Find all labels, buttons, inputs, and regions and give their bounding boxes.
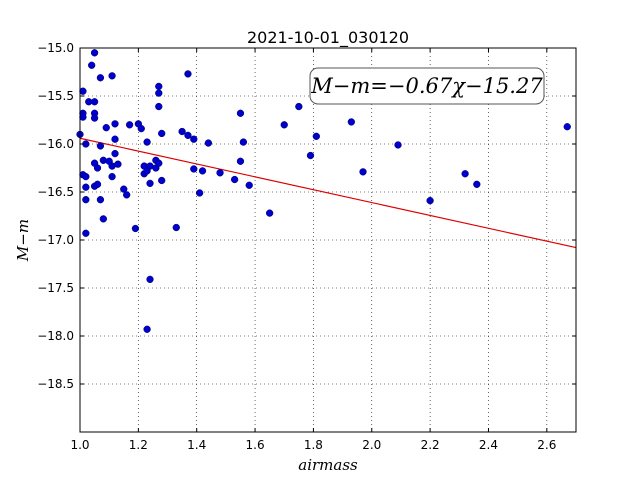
x-tick-label: 1.0 xyxy=(70,438,89,452)
data-point xyxy=(184,70,192,78)
data-point xyxy=(108,72,116,80)
data-point xyxy=(359,168,367,176)
data-point xyxy=(239,138,248,146)
data-point xyxy=(473,180,481,188)
y-tick-label: −18.0 xyxy=(37,329,74,343)
x-tick-label: 1.2 xyxy=(129,438,148,452)
data-point xyxy=(178,127,186,136)
x-tick-label: 2.0 xyxy=(362,438,381,452)
data-point xyxy=(230,175,239,184)
data-points xyxy=(76,49,571,333)
data-point xyxy=(96,142,105,150)
data-point xyxy=(280,121,288,129)
data-point xyxy=(172,223,180,232)
data-point xyxy=(93,164,102,172)
y-tick-label: −17.0 xyxy=(37,233,74,247)
data-point xyxy=(143,325,151,333)
data-point xyxy=(108,172,116,181)
x-axis-label: airmass xyxy=(298,456,358,474)
data-point xyxy=(394,141,402,149)
fit-equation-box: M−m=−0.67χ−15.27 xyxy=(309,67,545,105)
data-point xyxy=(82,183,90,191)
y-tick-label: −16.5 xyxy=(37,185,74,199)
data-point xyxy=(82,172,90,181)
data-point xyxy=(347,118,355,126)
data-point xyxy=(158,129,166,138)
y-tick-label: −15.5 xyxy=(37,89,74,103)
data-point xyxy=(93,180,102,188)
x-tick-label: 2.6 xyxy=(537,438,556,452)
x-tick-label: 1.6 xyxy=(246,438,265,452)
data-point xyxy=(155,159,163,167)
data-point xyxy=(563,123,571,131)
axis-ticks: 1.0 1.2 1.4 1.6 1.8 2.0 2.2 2.4 2.6 −15.0 −15.5 −16… xyxy=(37,41,576,452)
data-point xyxy=(461,170,469,178)
data-point xyxy=(146,275,154,284)
data-point xyxy=(306,151,315,160)
y-tick-label: −16.0 xyxy=(37,137,74,151)
data-point xyxy=(88,61,96,69)
data-point xyxy=(79,113,87,121)
x-tick-label: 2.2 xyxy=(421,438,440,452)
data-point xyxy=(82,229,90,237)
data-point xyxy=(312,132,320,140)
y-tick-label: −18.5 xyxy=(37,377,74,391)
data-point xyxy=(146,179,154,188)
data-point xyxy=(79,87,87,95)
data-point xyxy=(137,124,145,133)
data-point xyxy=(123,191,131,199)
data-point xyxy=(111,149,119,158)
y-tick-label: −15.0 xyxy=(37,41,74,55)
chart-title: 2021-10-01_030120 xyxy=(247,28,409,48)
y-tick-label: −17.5 xyxy=(37,281,74,295)
data-point xyxy=(155,82,163,91)
data-point xyxy=(236,157,245,165)
data-point xyxy=(90,49,99,57)
plot-area: 1.0 1.2 1.4 1.6 1.8 2.0 2.2 2.4 2.6 −15.0 −15.5 −16… xyxy=(37,41,577,452)
x-tick-label: 1.8 xyxy=(304,438,323,452)
data-point xyxy=(190,135,198,143)
grid-lines xyxy=(79,47,576,432)
data-point xyxy=(155,89,163,97)
data-point xyxy=(90,98,99,106)
data-point xyxy=(143,138,151,146)
data-point xyxy=(114,160,122,168)
data-point xyxy=(96,74,105,82)
data-point xyxy=(99,215,107,223)
data-point xyxy=(120,185,128,193)
fit-layer xyxy=(79,137,577,249)
data-point xyxy=(216,169,224,177)
data-point xyxy=(265,209,274,217)
equation-box-frame xyxy=(309,67,545,105)
data-point xyxy=(236,109,245,117)
fit-equation: M−m=−0.67χ−15.27 xyxy=(310,74,543,98)
data-point xyxy=(155,102,163,111)
fit-line xyxy=(79,137,577,249)
data-point xyxy=(198,167,207,175)
x-tick-label: 1.4 xyxy=(187,438,206,452)
data-point xyxy=(96,196,105,204)
data-point xyxy=(125,121,134,129)
x-tick-label: 2.4 xyxy=(479,438,498,452)
data-point xyxy=(245,181,253,189)
data-point xyxy=(295,102,303,111)
data-point xyxy=(131,224,140,233)
data-point xyxy=(82,196,90,204)
y-axis-label: M−m xyxy=(14,219,32,262)
data-point xyxy=(111,120,119,128)
data-point xyxy=(158,176,166,185)
data-point xyxy=(195,189,204,197)
data-point xyxy=(111,135,119,143)
data-point xyxy=(426,196,434,205)
data-point xyxy=(102,124,110,132)
data-point xyxy=(184,131,192,140)
data-point xyxy=(204,139,213,147)
data-point xyxy=(190,165,198,173)
data-point xyxy=(90,114,99,122)
